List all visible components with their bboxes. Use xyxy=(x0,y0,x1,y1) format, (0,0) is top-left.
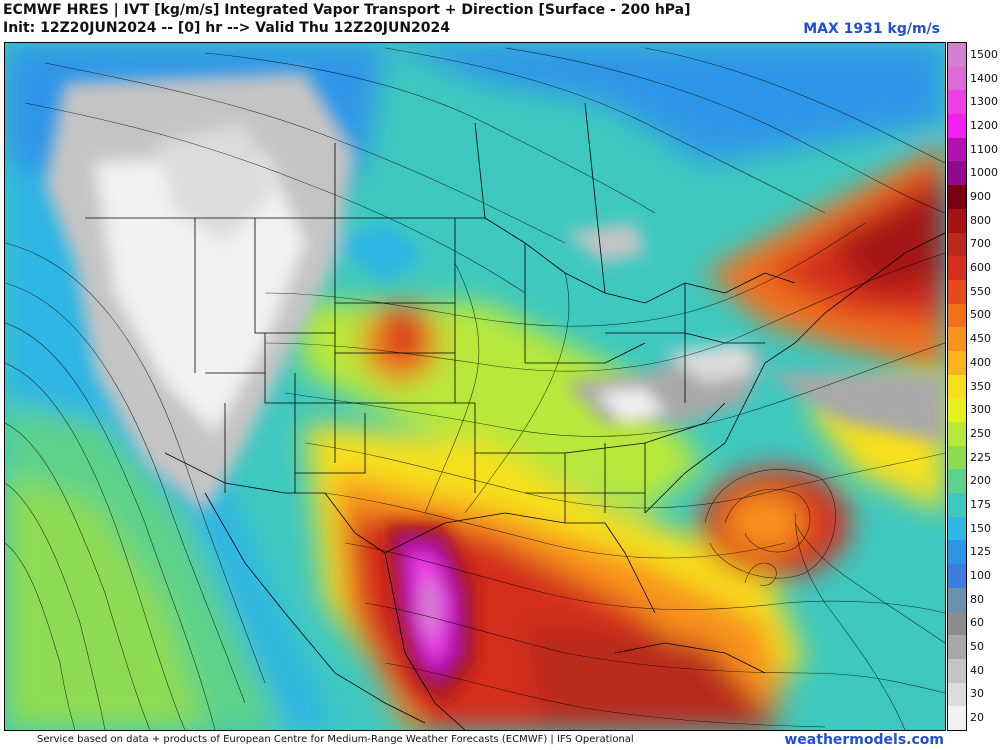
colorbar-tick-label: 800 xyxy=(970,213,991,227)
colorbar-tick-label: 700 xyxy=(970,237,991,251)
ivt-map-canvas xyxy=(5,43,945,730)
colorbar-swatch xyxy=(948,303,966,328)
colorbar-swatch xyxy=(948,493,966,518)
colorbar-tick-label: 400 xyxy=(970,355,991,369)
ivt-direction-streamlines xyxy=(5,47,945,730)
colorbar-tick-label: 1300 xyxy=(970,95,998,109)
colorbar-swatch xyxy=(948,540,966,565)
colorbar-swatch xyxy=(948,516,966,541)
colorbar-tick-label: 100 xyxy=(970,569,991,583)
colorbar-swatch xyxy=(948,114,966,139)
colorbar-tick-label: 30 xyxy=(970,687,984,701)
colorbar-swatch xyxy=(948,232,966,257)
data-credit: Service based on data + products of Euro… xyxy=(37,734,634,745)
colorbar-swatch xyxy=(948,161,966,186)
colorbar-tick-label: 550 xyxy=(970,284,991,298)
colorbar-tick-label: 1500 xyxy=(970,47,998,61)
colorbar-swatch xyxy=(948,469,966,494)
map-title: ECMWF HRES | IVT [kg/m/s] Integrated Vap… xyxy=(3,2,691,18)
colorbar-swatch xyxy=(948,682,966,707)
political-borders xyxy=(85,102,945,730)
colorbar-tick-label: 200 xyxy=(970,474,991,488)
colorbar-swatch xyxy=(948,350,966,376)
colorbar-swatch xyxy=(948,66,966,91)
colorbar-tick-label: 80 xyxy=(970,592,984,606)
colorbar-swatch xyxy=(948,256,966,281)
colorbar-swatch xyxy=(948,90,966,115)
map-subtitle: Init: 12Z20JUN2024 -- [0] hr --> Valid T… xyxy=(3,20,451,36)
colorbar-tick-label: 1000 xyxy=(970,166,998,180)
colorbar-swatch xyxy=(948,398,966,423)
colorbar-tick-label: 1100 xyxy=(970,142,998,156)
colorbar-tick-label: 600 xyxy=(970,261,991,275)
colorbar-tick-label: 60 xyxy=(970,616,984,630)
colorbar-tick-label: 1400 xyxy=(970,71,998,85)
colorbar-swatch xyxy=(948,658,966,684)
brand-link[interactable]: weathermodels.com xyxy=(784,732,944,748)
colorbar-tick-label: 450 xyxy=(970,332,991,346)
colorbar-swatch xyxy=(948,185,966,210)
colorbar-swatch xyxy=(948,635,966,660)
colorbar-tick-label: 20 xyxy=(970,711,984,725)
colorbar-tick-label: 1200 xyxy=(970,118,998,132)
colorbar-swatch xyxy=(948,137,966,162)
colorbar-swatch xyxy=(948,422,966,447)
colorbar-tick-label: 150 xyxy=(970,521,991,535)
ivt-colorbar xyxy=(947,42,967,731)
colorbar-tick-label: 40 xyxy=(970,663,984,677)
colorbar-tick-label: 500 xyxy=(970,308,991,322)
colorbar-tick-label: 125 xyxy=(970,545,991,559)
colorbar-swatch xyxy=(948,208,966,233)
colorbar-swatch xyxy=(948,564,966,589)
ivt-map[interactable] xyxy=(4,42,946,731)
colorbar-swatch xyxy=(948,706,966,731)
colorbar-tick-label: 900 xyxy=(970,189,991,203)
dry-land-layer xyxy=(45,73,945,513)
colorbar-tick-label: 250 xyxy=(970,426,991,440)
colorbar-swatch xyxy=(948,445,966,470)
colorbar-tick-label: 300 xyxy=(970,403,991,417)
colorbar-tick-label: 50 xyxy=(970,640,984,654)
max-value-label: MAX 1931 kg/m/s xyxy=(803,21,940,37)
colorbar-swatch xyxy=(948,43,966,68)
colorbar-tick-label: 175 xyxy=(970,497,991,511)
colorbar-swatch xyxy=(948,327,966,352)
ivt-maximum-core xyxy=(385,523,475,703)
colorbar-swatch xyxy=(948,279,966,305)
colorbar-swatch xyxy=(948,611,966,636)
colorbar-tick-label: 225 xyxy=(970,450,991,464)
colorbar-swatch xyxy=(948,374,966,399)
colorbar-tick-label: 350 xyxy=(970,379,991,393)
colorbar-swatch xyxy=(948,587,966,613)
